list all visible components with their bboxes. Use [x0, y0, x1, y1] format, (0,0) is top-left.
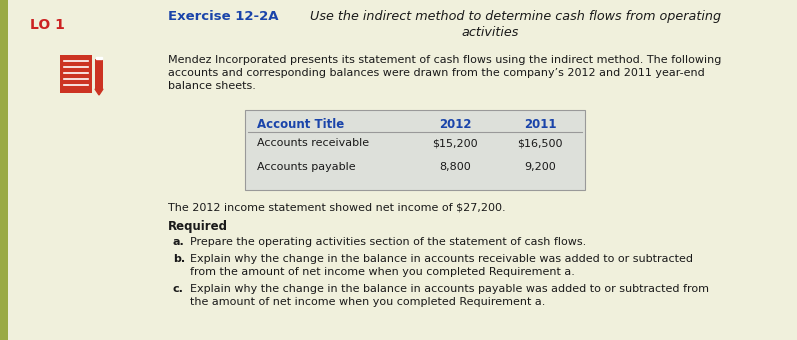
FancyBboxPatch shape: [245, 110, 585, 190]
Text: Exercise 12-2A: Exercise 12-2A: [168, 10, 278, 23]
Text: balance sheets.: balance sheets.: [168, 81, 256, 91]
Text: LO 1: LO 1: [30, 18, 65, 32]
Text: the amount of net income when you completed Requirement a.: the amount of net income when you comple…: [190, 297, 545, 307]
Text: Accounts payable: Accounts payable: [257, 162, 355, 172]
Text: activities: activities: [461, 26, 519, 39]
Text: accounts and corresponding balances were drawn from the company’s 2012 and 2011 : accounts and corresponding balances were…: [168, 68, 705, 78]
Text: a.: a.: [173, 237, 185, 247]
Text: from the amount of net income when you completed Requirement a.: from the amount of net income when you c…: [190, 267, 575, 277]
Text: 9,200: 9,200: [524, 162, 556, 172]
Text: 2012: 2012: [439, 118, 471, 131]
Text: Required: Required: [168, 220, 228, 233]
Text: c.: c.: [173, 284, 184, 294]
Text: $15,200: $15,200: [432, 138, 478, 148]
Text: Explain why the change in the balance in accounts receivable was added to or sub: Explain why the change in the balance in…: [190, 254, 693, 264]
Text: Mendez Incorporated presents its statement of cash flows using the indirect meth: Mendez Incorporated presents its stateme…: [168, 55, 721, 65]
Text: The 2012 income statement showed net income of $27,200.: The 2012 income statement showed net inc…: [168, 202, 505, 212]
Text: 8,800: 8,800: [439, 162, 471, 172]
Text: Use the indirect method to determine cash flows from operating: Use the indirect method to determine cas…: [310, 10, 721, 23]
Text: Account Title: Account Title: [257, 118, 344, 131]
Text: $16,500: $16,500: [517, 138, 563, 148]
Text: Prepare the operating activities section of the statement of cash flows.: Prepare the operating activities section…: [190, 237, 587, 247]
Polygon shape: [96, 57, 102, 59]
FancyBboxPatch shape: [0, 0, 8, 340]
FancyBboxPatch shape: [60, 55, 92, 93]
Text: Explain why the change in the balance in accounts payable was added to or subtra: Explain why the change in the balance in…: [190, 284, 709, 294]
FancyBboxPatch shape: [95, 59, 103, 89]
Text: Accounts receivable: Accounts receivable: [257, 138, 369, 148]
Text: 2011: 2011: [524, 118, 556, 131]
Polygon shape: [95, 89, 103, 95]
Text: b.: b.: [173, 254, 185, 264]
